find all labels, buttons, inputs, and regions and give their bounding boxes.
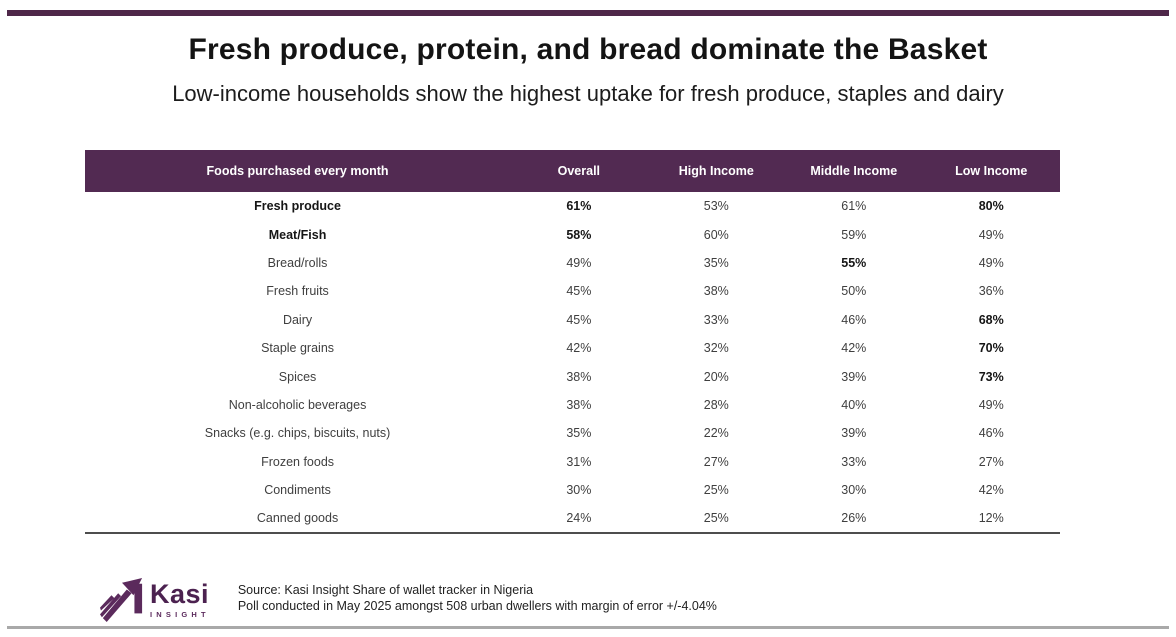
table-row: Fresh fruits 45% 38% 50% 36% <box>85 277 1060 306</box>
food-label: Fresh fruits <box>85 277 511 306</box>
table-row: Canned goods 24% 25% 26% 12% <box>85 504 1060 534</box>
source-line-2: Poll conducted in May 2025 amongst 508 u… <box>237 598 717 613</box>
value-cell: 27% <box>647 447 786 476</box>
value-cell: 36% <box>922 277 1060 306</box>
value-cell: 39% <box>785 362 923 391</box>
value-cell: 53% <box>647 192 786 221</box>
kasi-logo-text: Kasi INSIGHT <box>150 579 210 620</box>
food-label: Condiments <box>85 475 511 505</box>
value-cell: 68% <box>922 305 1060 334</box>
footer: Kasi INSIGHT Source: Kasi Insight Share … <box>100 577 717 623</box>
value-cell: 26% <box>785 504 923 534</box>
value-cell: 30% <box>510 475 648 505</box>
value-cell: 80% <box>922 192 1060 221</box>
value-cell: 49% <box>922 248 1060 278</box>
value-cell: 12% <box>922 504 1060 534</box>
value-cell: 42% <box>785 333 923 363</box>
value-cell: 35% <box>647 248 786 278</box>
value-cell: 39% <box>785 419 923 448</box>
top-accent-rule <box>7 10 1169 16</box>
column-header-low-income: Low Income <box>922 150 1060 192</box>
value-cell: 49% <box>510 248 648 278</box>
table-row: Bread/rolls 49% 35% 55% 49% <box>85 248 1060 278</box>
value-cell: 45% <box>510 277 648 306</box>
table-row: Condiments 30% 25% 30% 42% <box>85 475 1060 505</box>
kasi-insight-label: INSIGHT <box>150 610 210 619</box>
value-cell: 49% <box>922 390 1060 420</box>
kasi-logo: Kasi INSIGHT <box>100 577 210 623</box>
table-row: Frozen foods 31% 27% 33% 27% <box>85 447 1060 476</box>
food-label: Staple grains <box>85 333 511 363</box>
value-cell: 59% <box>785 220 923 249</box>
kasi-wordmark: Kasi <box>150 579 210 609</box>
food-label: Spices <box>85 362 511 391</box>
value-cell: 20% <box>647 362 786 391</box>
value-cell: 28% <box>647 390 786 420</box>
table-row: Non-alcoholic beverages 38% 28% 40% 49% <box>85 390 1060 420</box>
value-cell: 50% <box>785 277 923 306</box>
value-cell: 55% <box>785 248 923 278</box>
column-header-foods-purchased-every-month: Foods purchased every month <box>85 150 511 192</box>
value-cell: 58% <box>510 220 648 249</box>
column-header-overall: Overall <box>510 150 648 192</box>
column-header-middle-income: Middle Income <box>785 150 923 192</box>
value-cell: 40% <box>785 390 923 420</box>
table-header-row: Foods purchased every month Overall High I… <box>85 150 1060 192</box>
value-cell: 46% <box>785 305 923 334</box>
basket-table: Foods purchased every month Overall High I… <box>85 150 1060 534</box>
food-label: Frozen foods <box>85 447 511 476</box>
food-label: Snacks (e.g. chips, biscuits, nuts) <box>85 419 511 448</box>
source-line-1: Source: Kasi Insight Share of wallet tra… <box>237 583 534 597</box>
table-row: Spices 38% 20% 39% 73% <box>85 362 1060 391</box>
value-cell: 61% <box>510 192 648 221</box>
value-cell: 38% <box>647 277 786 306</box>
table-row: Dairy 45% 33% 46% 68% <box>85 305 1060 334</box>
value-cell: 25% <box>647 475 786 505</box>
food-label: Fresh produce <box>85 192 511 221</box>
basket-table-container: Foods purchased every month Overall High I… <box>85 150 1060 534</box>
table-row: Snacks (e.g. chips, biscuits, nuts) 35% 22… <box>85 419 1060 448</box>
value-cell: 61% <box>785 192 923 221</box>
value-cell: 45% <box>510 305 648 334</box>
value-cell: 73% <box>922 362 1060 391</box>
value-cell: 30% <box>785 475 923 505</box>
value-cell: 33% <box>785 447 923 476</box>
value-cell: 60% <box>647 220 786 249</box>
value-cell: 42% <box>922 475 1060 505</box>
value-cell: 22% <box>647 419 786 448</box>
value-cell: 38% <box>510 390 648 420</box>
food-label: Non-alcoholic beverages <box>85 390 511 420</box>
value-cell: 38% <box>510 362 648 391</box>
table-row: Fresh produce 61% 53% 61% 80% <box>85 192 1060 221</box>
value-cell: 31% <box>510 447 648 476</box>
value-cell: 35% <box>510 419 648 448</box>
kasi-arrow-logo-icon <box>100 578 143 622</box>
value-cell: 70% <box>922 333 1060 363</box>
value-cell: 32% <box>647 333 786 363</box>
table-row: Staple grains 42% 32% 42% 70% <box>85 333 1060 363</box>
food-label: Bread/rolls <box>85 248 511 278</box>
page-title: Fresh produce, protein, and bread domina… <box>188 33 988 66</box>
value-cell: 33% <box>647 305 786 334</box>
source-note: Source: Kasi Insight Share of wallet tra… <box>238 583 717 614</box>
value-cell: 24% <box>510 504 648 534</box>
bottom-rule <box>7 626 1169 629</box>
value-cell: 42% <box>510 333 648 363</box>
table-row: Meat/Fish 58% 60% 59% 49% <box>85 220 1060 249</box>
page-subtitle: Low-income households show the highest u… <box>172 81 1004 106</box>
value-cell: 25% <box>647 504 786 534</box>
value-cell: 27% <box>922 447 1060 476</box>
value-cell: 46% <box>922 419 1060 448</box>
food-label: Canned goods <box>85 504 511 534</box>
value-cell: 49% <box>922 220 1060 249</box>
food-label: Meat/Fish <box>85 220 511 249</box>
column-header-high-income: High Income <box>647 150 786 192</box>
food-label: Dairy <box>85 305 511 334</box>
